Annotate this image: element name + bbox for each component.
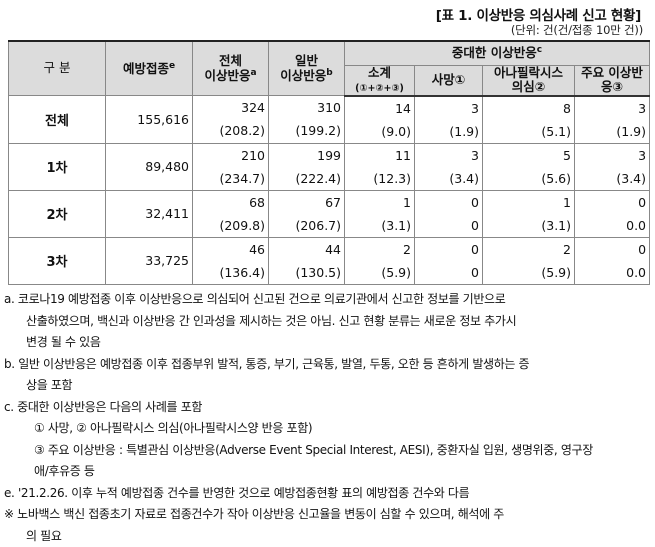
footnote-line: 변경 될 수 있음 (4, 332, 652, 354)
cell-vaccinations: 89,480 (106, 143, 193, 190)
cell-death: 3(1.9) (415, 96, 483, 144)
cell-total: 324(208.2) (193, 96, 269, 144)
row-label: 2차 (9, 190, 106, 237)
cell-anaphylaxis: 5(5.6) (483, 143, 575, 190)
cell-general: 310(199.2) (269, 96, 345, 144)
cell-general: 199(222.4) (269, 143, 345, 190)
header-serious: 중대한 이상반응c (345, 41, 650, 65)
cell-total: 210(234.7) (193, 143, 269, 190)
cell-subtotal: 1(3.1) (345, 190, 415, 237)
cell-death: 3(3.4) (415, 143, 483, 190)
footnote-line: 상을 포함 (4, 375, 652, 397)
footnote-line: ③ 주요 이상반응 : 특별관심 이상반응(Adverse Event Spec… (4, 440, 652, 462)
cell-vaccinations: 155,616 (106, 96, 193, 144)
footnote-line: ※ 노바백스 백신 접종초기 자료로 접종건수가 작아 이상반응 신고율을 변동… (4, 504, 652, 526)
cell-general: 67(206.7) (269, 190, 345, 237)
cell-anaphylaxis: 8(5.1) (483, 96, 575, 144)
row-label: 1차 (9, 143, 106, 190)
footnote-line: c. 중대한 이상반응은 다음의 사례를 포함 (4, 397, 652, 419)
cell-vaccinations: 32,411 (106, 190, 193, 237)
footnote-line: 애/후유증 등 (4, 461, 652, 483)
cell-major: 3(3.4) (575, 143, 650, 190)
cell-subtotal: 11(12.3) (345, 143, 415, 190)
cell-anaphylaxis: 2(5.9) (483, 237, 575, 284)
footnote-line: b. 일반 이상반응은 예방접종 이후 접종부위 발적, 통증, 부기, 근육통… (4, 354, 652, 376)
header-subtotal: 소계(①+②+③) (345, 65, 415, 96)
footnote-line: a. 코로나19 예방접종 이후 이상반응으로 의심되어 신고된 건으로 의료기… (4, 289, 652, 311)
cell-major: 3(1.9) (575, 96, 650, 144)
cell-anaphylaxis: 1(3.1) (483, 190, 575, 237)
footnote-line: e. '21.2.26. 이후 누적 예방접종 건수를 반영한 것으로 예방접종… (4, 483, 652, 505)
footnote-line: 산출하였으며, 백신과 이상반응 간 인과성을 제시하는 것은 아님. 신고 현… (4, 311, 652, 333)
footnote-line: ① 사망, ② 아나필락시스 의심(아나필락시스양 반응 포함) (4, 418, 652, 440)
cell-vaccinations: 33,725 (106, 237, 193, 284)
row-label: 3차 (9, 237, 106, 284)
table-title: [표 1. 이상반응 의심사례 신고 현황] (436, 4, 641, 24)
table-row: 전체 155,616 324(208.2) 310(199.2) 14(9.0)… (9, 96, 650, 144)
header-vaccinations: 예방접종e (106, 41, 193, 96)
cell-total: 68(209.8) (193, 190, 269, 237)
cell-subtotal: 14(9.0) (345, 96, 415, 144)
row-label: 전체 (9, 96, 106, 144)
table-row: 1차 89,480 210(234.7) 199(222.4) 11(12.3)… (9, 143, 650, 190)
footnotes: a. 코로나19 예방접종 이후 이상반응으로 의심되어 신고된 건으로 의료기… (4, 289, 652, 547)
cell-subtotal: 2(5.9) (345, 237, 415, 284)
header-category: 구 분 (9, 41, 106, 96)
cell-total: 46(136.4) (193, 237, 269, 284)
header-death: 사망① (415, 65, 483, 96)
unit-note: (단위: 건(건/접종 10만 건)) (511, 22, 643, 38)
cell-general: 44(130.5) (269, 237, 345, 284)
